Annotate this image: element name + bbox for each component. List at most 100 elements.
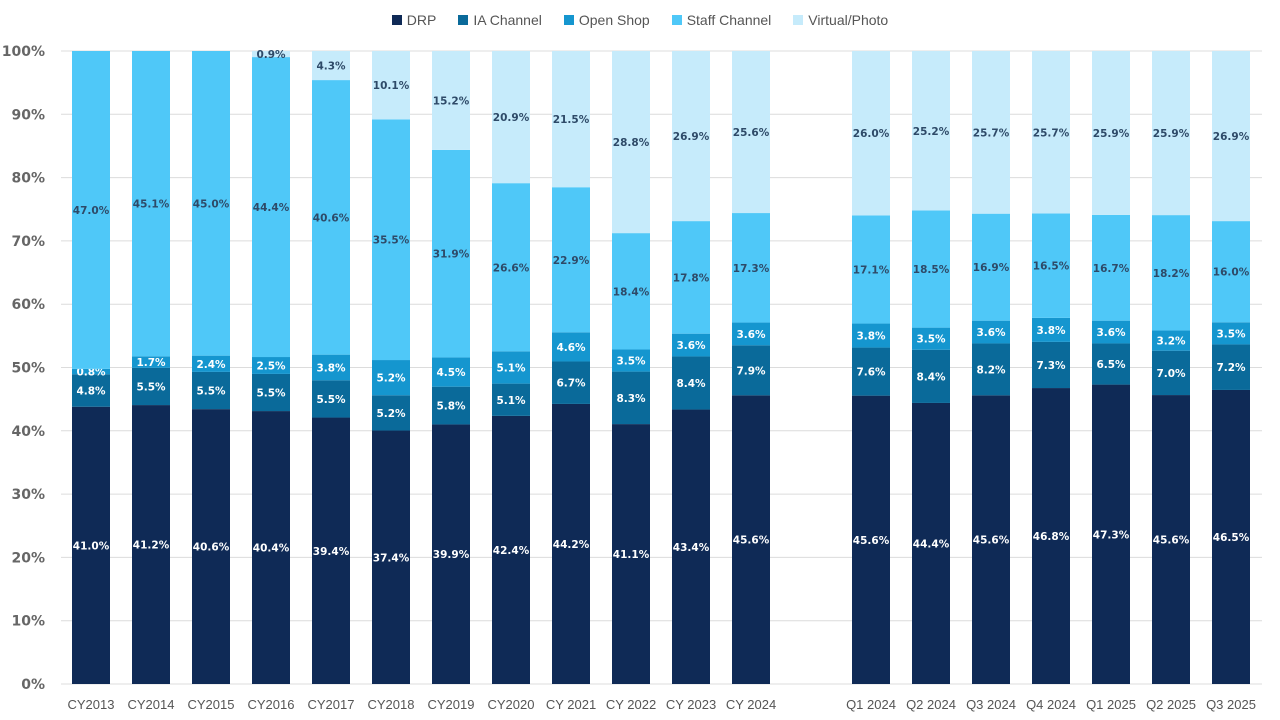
bar-segment — [492, 351, 530, 384]
bar-segment — [852, 323, 890, 348]
x-tick-label: CY 2022 — [606, 697, 656, 712]
legend-label: Open Shop — [578, 12, 650, 28]
data-label: 3.5% — [916, 334, 946, 346]
x-tick-label: Q1 2024 — [846, 697, 896, 712]
bar-segment — [432, 424, 470, 684]
bar-segment — [732, 51, 770, 214]
x-tick-label: CY2015 — [188, 697, 235, 712]
data-label: 16.0% — [1213, 267, 1250, 279]
data-label: 45.6% — [853, 535, 890, 547]
data-label: 8.4% — [676, 378, 706, 390]
y-tick-label: 100% — [2, 44, 45, 60]
legend: DRP IA Channel Open Shop Staff Channel Virtu… — [0, 12, 1280, 28]
bar-segment — [252, 373, 290, 412]
bar-segment — [72, 374, 110, 407]
data-label: 5.5% — [256, 387, 286, 399]
data-label: 2.4% — [196, 359, 226, 371]
data-label: 3.5% — [1216, 328, 1246, 340]
x-tick-label: Q3 2025 — [1206, 697, 1256, 712]
x-tick-label: CY2018 — [368, 697, 415, 712]
y-tick-label: 90% — [11, 107, 45, 123]
data-label: 25.7% — [973, 127, 1010, 139]
y-tick-label: 50% — [11, 361, 45, 377]
x-tick-label: CY2013 — [68, 697, 115, 712]
data-label: 22.9% — [553, 255, 590, 267]
data-label: 26.0% — [853, 128, 890, 140]
data-label: 3.8% — [316, 363, 346, 375]
x-tick-label: CY 2021 — [546, 697, 596, 712]
bar-segment — [732, 345, 770, 396]
data-label: 35.5% — [373, 235, 410, 247]
data-label: 15.2% — [433, 95, 470, 107]
data-label: 5.2% — [376, 373, 406, 385]
data-label: 21.5% — [553, 114, 590, 126]
legend-item: Virtual/Photo — [793, 12, 888, 28]
bar-segment — [972, 51, 1010, 214]
x-tick-label: CY2019 — [428, 697, 475, 712]
data-label: 17.8% — [673, 272, 710, 284]
data-label: 37.4% — [373, 552, 410, 564]
data-label: 8.3% — [616, 393, 646, 405]
legend-label: IA Channel — [473, 12, 542, 28]
bar-segment — [492, 51, 530, 184]
data-label: 31.9% — [433, 249, 470, 261]
bar-segment — [912, 51, 950, 211]
data-label: 46.5% — [1213, 532, 1250, 544]
bar-segment — [612, 424, 650, 684]
data-label: 4.3% — [316, 61, 346, 73]
bar-segment — [72, 406, 110, 684]
data-label: 3.6% — [1096, 327, 1126, 339]
data-label: 44.4% — [253, 202, 290, 214]
data-label: 7.9% — [736, 365, 766, 377]
bar-segment — [972, 213, 1010, 321]
bar-segment — [312, 51, 350, 81]
data-label: 7.2% — [1216, 362, 1246, 374]
x-tick-label: CY2017 — [308, 697, 355, 712]
data-label: 16.5% — [1033, 261, 1070, 273]
y-tick-label: 40% — [11, 424, 45, 440]
bar-segment — [552, 51, 590, 188]
bar-segment — [1212, 221, 1250, 323]
bar-segment — [552, 187, 590, 333]
bar-segment — [192, 371, 230, 410]
bar-segment — [972, 320, 1010, 344]
data-label: 26.6% — [493, 262, 530, 274]
data-label: 47.3% — [1093, 529, 1130, 541]
x-tick-label: Q1 2025 — [1086, 697, 1136, 712]
y-tick-label: 30% — [11, 487, 45, 503]
bar-segment — [552, 332, 590, 362]
bar-segment — [132, 356, 170, 368]
bar-segment — [372, 430, 410, 684]
bar-segment — [372, 51, 410, 120]
data-label: 25.2% — [913, 126, 950, 138]
legend-swatch — [563, 15, 574, 25]
bar-segment — [612, 349, 650, 372]
data-label: 41.0% — [73, 540, 110, 552]
legend-label: Staff Channel — [686, 12, 772, 28]
x-tick-label: Q2 2025 — [1146, 697, 1196, 712]
bar-segment — [132, 405, 170, 684]
bar-segment — [912, 402, 950, 684]
bar-segment — [132, 51, 170, 357]
bar-segment — [1032, 213, 1070, 318]
data-label: 4.5% — [436, 367, 466, 379]
data-label: 4.8% — [76, 385, 106, 397]
legend-swatch — [391, 15, 402, 25]
data-label: 1.7% — [136, 357, 166, 369]
data-label: 43.4% — [673, 542, 710, 554]
data-label: 2.5% — [256, 360, 286, 372]
data-label: 47.0% — [73, 205, 110, 217]
data-label: 44.4% — [913, 538, 950, 550]
x-tick-label: CY 2023 — [666, 697, 716, 712]
bar-segment — [372, 360, 410, 396]
bar-segment — [72, 51, 110, 369]
bar-segment — [552, 361, 590, 404]
bar-segment — [192, 355, 230, 372]
bar-segment — [972, 343, 1010, 396]
data-label: 5.8% — [436, 401, 466, 413]
data-label: 5.1% — [496, 363, 526, 375]
x-tick-label: CY2020 — [488, 697, 535, 712]
data-label: 5.5% — [196, 386, 226, 398]
bar-segment — [612, 371, 650, 425]
legend-swatch — [793, 15, 804, 25]
